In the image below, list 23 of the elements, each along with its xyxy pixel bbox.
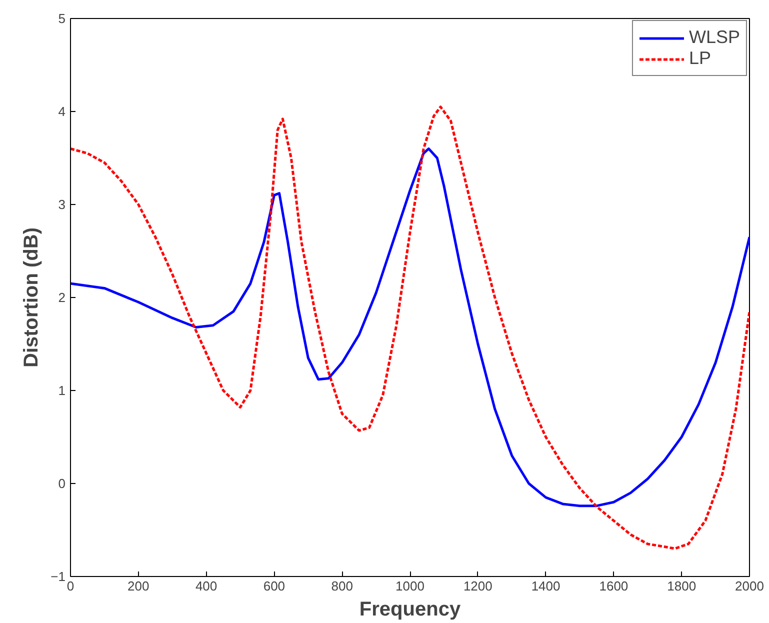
x-axis-title: Frequency — [359, 598, 462, 620]
x-tick-label: 800 — [331, 578, 353, 594]
x-tick-label: 1400 — [531, 578, 560, 594]
legend-label: WLSP — [688, 27, 740, 48]
x-tick-label: 600 — [263, 578, 286, 594]
y-tick-label: 1 — [58, 383, 66, 398]
x-tick-label: 1600 — [599, 578, 628, 594]
y-tick-label: 5 — [58, 11, 66, 26]
y-tick-label: 4 — [58, 104, 66, 119]
y-tick-label: −1 — [50, 569, 66, 584]
line-series — [70, 106, 750, 550]
x-tick-label: 1200 — [463, 578, 492, 594]
x-tick-label: 1000 — [396, 578, 424, 594]
x-tick-label: 1800 — [667, 578, 696, 594]
legend-label: LP — [688, 48, 712, 69]
x-tick-label: 200 — [128, 578, 150, 594]
x-tick-label: 2000 — [735, 578, 764, 594]
y-tick-label: 2 — [58, 290, 66, 305]
y-axis-title: Distortion (dB) — [20, 228, 43, 368]
line-series — [70, 147, 750, 508]
y-tick-label: 3 — [58, 197, 66, 212]
y-tick-label: 0 — [58, 476, 66, 491]
x-tick-label: 400 — [195, 578, 218, 594]
